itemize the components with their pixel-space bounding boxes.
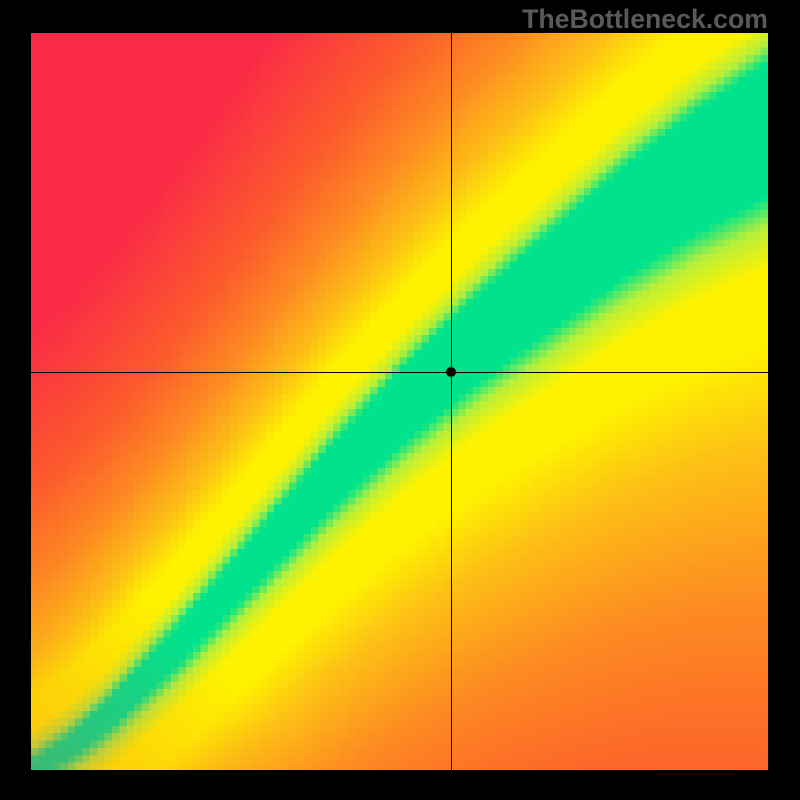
crosshair-horizontal [31,372,768,373]
watermark-text: TheBottleneck.com [522,4,768,35]
bottleneck-heatmap [31,33,768,770]
crosshair-vertical [451,33,452,770]
selection-marker [446,367,456,377]
chart-container: TheBottleneck.com [0,0,800,800]
